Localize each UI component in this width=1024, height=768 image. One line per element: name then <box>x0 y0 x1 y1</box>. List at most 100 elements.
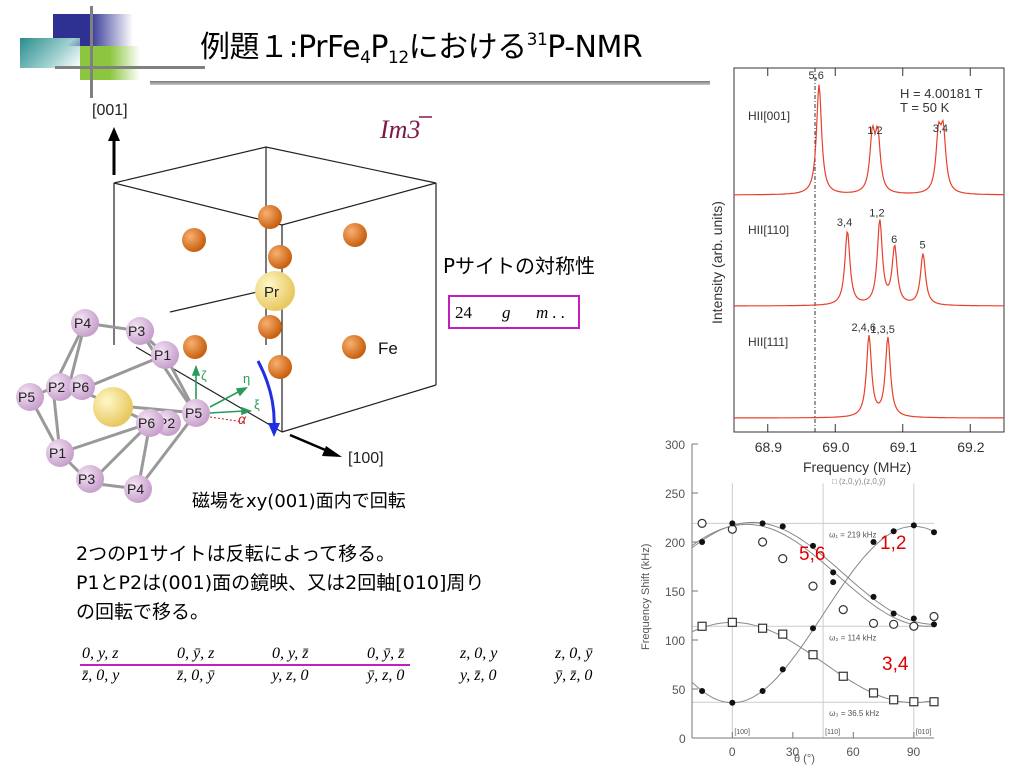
local-axes <box>191 364 253 416</box>
site-symmetry-box: 24 g m . . <box>448 295 580 329</box>
nmr-peak-label: 1,2 <box>869 207 884 219</box>
ang-point-square <box>838 671 848 681</box>
ang-point-open-circle <box>868 618 879 628</box>
svg-text:P1: P1 <box>49 445 66 461</box>
angular-dependence-chart: [100] [110] [010] ω₁ = 219 kHz ω₂ = 114 kHz ω… <box>640 438 939 765</box>
nmr-peak-label: 5,6 <box>809 70 824 82</box>
ang-group-label: 5,6 <box>799 544 825 565</box>
ang-point-filled-circle <box>890 610 897 617</box>
ang-point-filled-circle <box>931 529 937 536</box>
ang-point-square <box>868 688 879 698</box>
ang-point-square <box>757 623 768 633</box>
nmr-peak-label: 3,4 <box>933 123 948 135</box>
ang-ytick-label: 50 <box>672 683 686 697</box>
ang-point-filled-circle <box>759 687 766 694</box>
title-underline <box>150 81 710 85</box>
ang-point-square <box>778 629 788 639</box>
wyckoff-letter: g <box>502 303 511 322</box>
ang-xtick-label: 30 <box>786 745 800 759</box>
nmr-xtick-label: 69.0 <box>822 439 849 455</box>
nmr-peak-label: 2,4,6 <box>852 322 876 334</box>
coord-r2-c2: z̄, 0, ȳ <box>177 667 215 684</box>
ang-xtick-label: 0 <box>729 745 736 759</box>
crystal-structure: [001] Im3 [100] Fe Pr <box>16 102 437 503</box>
nmr-spectrum-1 <box>734 219 1004 307</box>
ang-xlabel: θ (°) <box>794 753 815 765</box>
ang-point-open-circle <box>889 619 899 629</box>
slide-title: 例題１:PrFe4P12における31P-NMR <box>200 30 643 68</box>
ang-direction-label: [010] <box>916 729 932 736</box>
ang-point-open-circle <box>909 621 919 631</box>
xi-label: ξ <box>254 397 260 412</box>
multiplicity: 24 <box>455 303 472 322</box>
axis-001-label: [001] <box>92 102 128 119</box>
coord-r1-c4: 0, ȳ, z̄ <box>367 645 405 662</box>
ang-direction-label: [100] <box>734 729 750 736</box>
nmr-peak-label: 5 <box>920 240 926 252</box>
nmr-series-label: HII[111] <box>748 335 788 349</box>
zeta-label: ζ <box>201 368 207 383</box>
ang-xtick-label: 60 <box>846 745 860 759</box>
nmr-spectrum-chart: 68.9 69.0 69.1 69.2 HII[001] 5,6 1,2 3,4 HII[11… <box>709 67 1005 475</box>
ang-point-square <box>929 697 939 707</box>
explanation-line-1: 2つのP1サイトは反転によって移る。 <box>76 543 396 565</box>
nmr-peak-label: 1,2 <box>867 125 882 137</box>
symmetry-heading: Pサイトの対称性 <box>443 254 596 278</box>
coord-r2-c1: z̄, 0, y <box>82 667 120 684</box>
coord-r2-c6: ȳ, z̄, 0 <box>555 667 593 684</box>
coord-r2-c3: y, z, 0 <box>272 667 309 684</box>
p-atoms: P4 P3 P1 P2 P6 P5 P5 P2 P6 P1 P3 P4 <box>16 309 210 503</box>
ang-point-filled-circle <box>870 593 877 600</box>
ang-group-label: 3,4 <box>882 654 909 675</box>
alpha-label: α <box>238 411 247 427</box>
ang-ytick-label: 0 <box>679 732 686 746</box>
nmr-plot-frame <box>733 67 1005 433</box>
ang-point-filled-circle <box>910 522 917 529</box>
ang-reference-label: ω₃ = 36.5 kHz <box>829 709 879 718</box>
ang-point-open-circle <box>929 611 939 622</box>
nmr-annotation-temp: T = 50 K <box>900 100 950 115</box>
nmr-series-label: HII[001] <box>748 109 790 123</box>
ang-point-filled-circle <box>759 520 766 527</box>
ang-point-filled-circle <box>779 666 786 673</box>
ang-reference-label: ω₂ = 114 kHz <box>829 633 876 642</box>
svg-text:P6: P6 <box>138 415 155 431</box>
svg-text:P6: P6 <box>72 379 89 395</box>
ang-reference-label: ω₁ = 219 kHz <box>829 530 876 539</box>
ang-point-filled-circle <box>830 569 837 576</box>
explanation-line-3: の回転で移る。 <box>76 601 210 623</box>
ang-point-square <box>727 617 737 627</box>
nmr-ylabel: Intensity (arb. units) <box>709 201 725 324</box>
eta-label: η <box>243 371 250 386</box>
ang-ytick-label: 150 <box>665 585 685 599</box>
svg-text:P3: P3 <box>128 323 145 339</box>
svg-text:P4: P4 <box>74 315 91 331</box>
coordinate-underline <box>80 664 410 666</box>
ang-point-square <box>808 650 818 660</box>
ang-point-open-circle <box>697 518 707 528</box>
arrow-right-icon <box>322 446 342 457</box>
logo-decoration <box>0 0 205 100</box>
svg-text:P4: P4 <box>127 481 144 497</box>
svg-text:P2: P2 <box>48 379 65 395</box>
ang-point-filled-circle <box>699 539 706 545</box>
ang-group-label: 1,2 <box>880 533 906 554</box>
rotation-caption: 磁場をxy(001)面内で回転 <box>192 491 406 512</box>
nmr-xtick-label: 69.1 <box>890 439 917 455</box>
nmr-peak-label: 1,3,5 <box>870 324 894 336</box>
ang-point-filled-circle <box>830 579 837 586</box>
coord-r1-c1: 0, y, z <box>82 645 119 662</box>
nmr-spectrum-0 <box>734 84 1004 196</box>
ang-point-square <box>909 697 919 707</box>
coord-r1-c6: z, 0, ȳ <box>555 645 593 662</box>
ang-point-filled-circle <box>910 615 917 622</box>
ang-ytick-label: 200 <box>665 536 685 550</box>
nmr-annotation-field: H = 4.00181 T <box>900 86 983 101</box>
ang-direction-label: [110] <box>825 729 840 736</box>
space-group-label: Im3 <box>379 115 420 144</box>
ang-point-filled-circle <box>810 542 816 549</box>
pr-label: Pr <box>264 284 279 301</box>
ang-legend-partial: □ (z,0,y),(z,0,ȳ) <box>832 477 886 486</box>
nmr-xlabel: Frequency (MHz) <box>803 459 911 475</box>
coord-r1-c2: 0, ȳ, z <box>177 645 215 662</box>
